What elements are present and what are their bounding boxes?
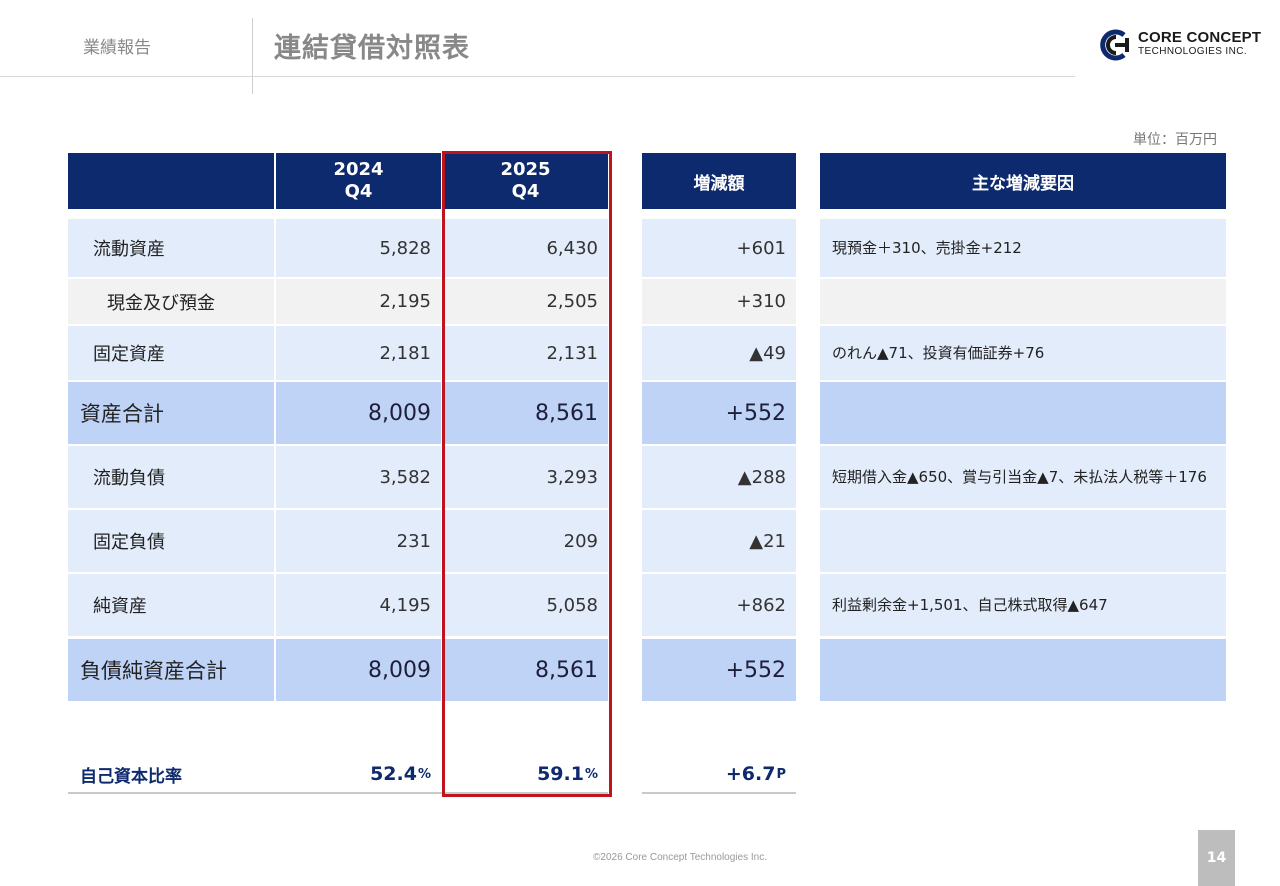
change-reason: のれん▲71、投資有価証券+76 xyxy=(820,326,1226,380)
header-2024-quarter: Q4 xyxy=(344,181,373,202)
section-label: 業績報告 xyxy=(83,38,151,58)
change-reason xyxy=(820,510,1226,572)
unit-label: 単位：百万円 xyxy=(1133,132,1217,148)
value-2024: 8,009 xyxy=(276,639,441,701)
header-2024q4: 2024 Q4 xyxy=(276,153,441,209)
value-2024: 5,828 xyxy=(276,219,441,277)
row-label-total: 負債純資産合計 xyxy=(68,639,274,701)
header-2025-quarter: Q4 xyxy=(511,181,540,202)
row-label: 流動資産 xyxy=(68,219,274,277)
percent-unit: % xyxy=(417,766,431,782)
header-reason: 主な増減要因 xyxy=(820,153,1226,209)
header-blank xyxy=(68,153,274,209)
row-label: 固定負債 xyxy=(68,510,274,572)
header-2025q4: 2025 Q4 xyxy=(443,153,608,209)
equity-ratio-2024-value: 52.4 xyxy=(370,763,417,785)
logo-text-sub: TECHNOLOGIES INC. xyxy=(1138,46,1248,57)
highlight-2025-column xyxy=(442,151,612,797)
change-reason: 現預金＋310、売掛金+212 xyxy=(820,219,1226,277)
value-2025: 2,131 xyxy=(443,326,608,380)
company-logo: CORE CONCEPT TECHNOLOGIES INC. xyxy=(1098,27,1268,63)
row-label: 現金及び預金 xyxy=(68,279,274,324)
row-label-total: 資産合計 xyxy=(68,382,274,444)
value-change: ▲49 xyxy=(642,326,796,380)
value-change: +552 xyxy=(642,382,796,444)
value-2024: 231 xyxy=(276,510,441,572)
page-number: 14 xyxy=(1198,830,1235,886)
value-2024: 2,195 xyxy=(276,279,441,324)
row-label: 純資産 xyxy=(68,574,274,636)
value-2025: 8,561 xyxy=(443,382,608,444)
value-2025: 6,430 xyxy=(443,219,608,277)
header-rule xyxy=(0,76,1075,77)
row-label: 流動負債 xyxy=(68,446,274,508)
change-reason xyxy=(820,382,1226,444)
equity-ratio-change-value: +6.7 xyxy=(725,763,776,785)
header-divider xyxy=(252,18,253,94)
copyright: ©2026 Core Concept Technologies Inc. xyxy=(593,852,767,863)
header-2024-year: 2024 xyxy=(333,159,384,180)
change-reason: 利益剰余金+1,501、自己株式取得▲647 xyxy=(820,574,1226,636)
equity-ratio-label: 自己資本比率 xyxy=(80,766,182,787)
logo-text-main: CORE CONCEPT xyxy=(1138,29,1262,46)
value-change: ▲21 xyxy=(642,510,796,572)
value-change: +862 xyxy=(642,574,796,636)
equity-ratio-change: +6.7 P xyxy=(642,756,796,792)
value-2025: 209 xyxy=(443,510,608,572)
percent-unit: % xyxy=(584,766,598,782)
value-change: ▲288 xyxy=(642,446,796,508)
value-2025: 2,505 xyxy=(443,279,608,324)
ratio-underline xyxy=(68,792,608,794)
equity-ratio-2024: 52.4% xyxy=(276,756,441,792)
value-2024: 3,582 xyxy=(276,446,441,508)
value-2024: 4,195 xyxy=(276,574,441,636)
equity-ratio-2025: 59.1% xyxy=(443,756,608,792)
change-reason xyxy=(820,639,1226,701)
header-2025-year: 2025 xyxy=(500,159,551,180)
value-change: +552 xyxy=(642,639,796,701)
value-2025: 3,293 xyxy=(443,446,608,508)
row-label: 固定資産 xyxy=(68,326,274,380)
value-2024: 2,181 xyxy=(276,326,441,380)
point-unit: P xyxy=(776,766,786,782)
change-reason xyxy=(820,279,1226,324)
value-2024: 8,009 xyxy=(276,382,441,444)
value-2025: 5,058 xyxy=(443,574,608,636)
ratio-underline-change xyxy=(642,792,796,794)
value-change: +601 xyxy=(642,219,796,277)
logo-mark-icon xyxy=(1100,29,1129,61)
value-2025: 8,561 xyxy=(443,639,608,701)
change-reason: 短期借入金▲650、賞与引当金▲7、未払法人税等＋176 xyxy=(820,446,1226,508)
equity-ratio-2025-value: 59.1 xyxy=(537,763,584,785)
value-change: +310 xyxy=(642,279,796,324)
page-title: 連結貸借対照表 xyxy=(274,33,470,64)
header-change: 増減額 xyxy=(642,153,796,209)
